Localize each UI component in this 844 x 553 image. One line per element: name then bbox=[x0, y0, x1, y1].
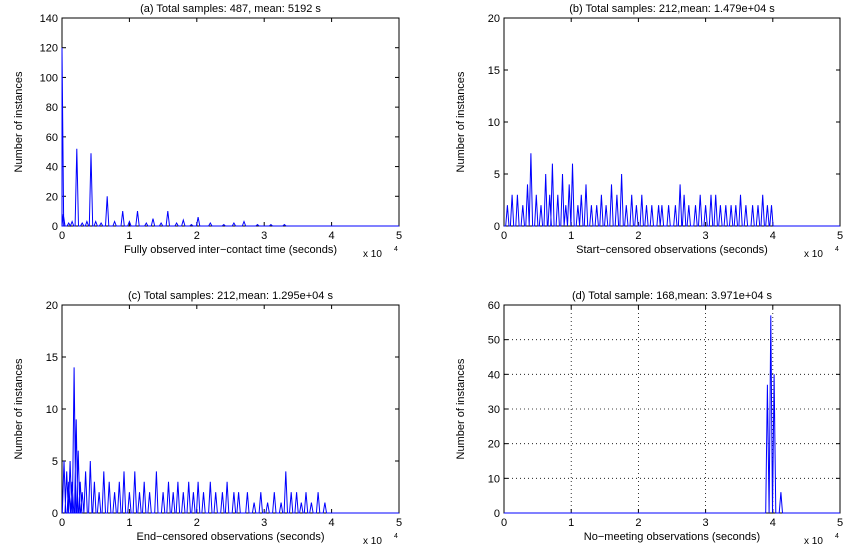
panel-b: 0 1 2 3 4 5 0 5 10 15 20 (b) Total samples: 212,me… bbox=[455, 3, 843, 260]
panel-a: 0 1 2 3 4 5 0 20 40 60 80 100 120 140 (a) Total sampl… bbox=[13, 3, 402, 260]
tick-labels: 0 1 2 3 4 5 0 20 40 60 80 100 120 140 bbox=[40, 13, 402, 242]
y-tick-label: 10 bbox=[488, 473, 500, 485]
y-tick-label: 60 bbox=[46, 132, 58, 144]
x-multiplier-exponent: 4 bbox=[394, 246, 398, 253]
x-tick-label: 3 bbox=[261, 517, 267, 529]
x-tick-label: 4 bbox=[329, 517, 335, 529]
y-tick-label: 20 bbox=[488, 13, 500, 25]
y-tick-label: 140 bbox=[40, 13, 58, 25]
x-tick-label: 0 bbox=[59, 517, 65, 529]
x-axis-label: End−censored observations (seconds) bbox=[136, 531, 324, 543]
x-tick-label: 2 bbox=[635, 230, 641, 242]
x-tick-label: 0 bbox=[59, 230, 65, 242]
y-tick-label: 20 bbox=[46, 300, 58, 312]
y-tick-label: 60 bbox=[488, 300, 500, 312]
y-tick-label: 40 bbox=[488, 369, 500, 381]
x-tick-label: 3 bbox=[703, 517, 709, 529]
series-line bbox=[61, 367, 399, 514]
tick-labels: 0 1 2 3 4 5 0 5 10 15 20 bbox=[46, 300, 402, 529]
x-tick-label: 0 bbox=[501, 517, 507, 529]
chart-title: (d) Total sample: 168,mean: 3.971e+04 s bbox=[572, 290, 773, 302]
series-line bbox=[61, 47, 399, 228]
chart-title: (c) Total samples: 212,mean: 1.295e+04 s bbox=[128, 290, 333, 302]
y-tick-label: 10 bbox=[488, 117, 500, 129]
y-tick-label: 10 bbox=[46, 404, 58, 416]
y-tick-label: 80 bbox=[46, 102, 58, 114]
y-tick-label: 5 bbox=[52, 456, 58, 468]
x-tick-label: 5 bbox=[837, 230, 843, 242]
y-axis-label: Number of instances bbox=[13, 71, 25, 172]
y-tick-label: 0 bbox=[52, 508, 58, 520]
series-line bbox=[504, 315, 840, 514]
y-tick-label: 15 bbox=[488, 65, 500, 77]
x-multiplier-exponent: 4 bbox=[835, 246, 839, 253]
x-multiplier: x 10 bbox=[804, 536, 823, 547]
y-tick-label: 20 bbox=[46, 191, 58, 203]
x-multiplier-exponent: 4 bbox=[394, 533, 398, 540]
y-tick-label: 0 bbox=[494, 221, 500, 233]
x-axis-label: No−meeting observations (seconds) bbox=[584, 531, 760, 543]
chart-title: (b) Total samples: 212,mean: 1.479e+04 s bbox=[569, 3, 775, 15]
x-tick-label: 3 bbox=[261, 230, 267, 242]
tick-labels: 0 1 2 3 4 5 0 5 10 15 20 bbox=[488, 13, 843, 242]
y-tick-label: 0 bbox=[52, 221, 58, 233]
x-tick-label: 2 bbox=[194, 517, 200, 529]
x-tick-label: 4 bbox=[770, 230, 776, 242]
plot-frame bbox=[503, 17, 841, 227]
y-tick-label: 15 bbox=[46, 352, 58, 364]
x-axis-label: Start−censored observations (seconds) bbox=[576, 244, 768, 256]
x-tick-label: 1 bbox=[568, 517, 574, 529]
x-tick-label: 2 bbox=[194, 230, 200, 242]
x-multiplier-exponent: 4 bbox=[835, 533, 839, 540]
x-tick-label: 5 bbox=[396, 230, 402, 242]
x-tick-label: 3 bbox=[703, 230, 709, 242]
x-tick-label: 1 bbox=[126, 517, 132, 529]
y-axis-label: Number of instances bbox=[455, 358, 467, 459]
x-tick-label: 1 bbox=[568, 230, 574, 242]
series-line bbox=[504, 153, 840, 227]
y-axis-label: Number of instances bbox=[455, 71, 467, 172]
x-axis-label: Fully observed inter−contact time (secon… bbox=[124, 244, 337, 256]
y-tick-label: 0 bbox=[494, 508, 500, 520]
y-tick-label: 50 bbox=[488, 335, 500, 347]
chart-title: (a) Total samples: 487, mean: 5192 s bbox=[140, 3, 321, 15]
y-axis-label: Number of instances bbox=[13, 358, 25, 459]
x-multiplier: x 10 bbox=[804, 249, 823, 260]
x-tick-label: 4 bbox=[329, 230, 335, 242]
y-tick-label: 20 bbox=[488, 439, 500, 451]
x-tick-label: 1 bbox=[126, 230, 132, 242]
y-tick-label: 40 bbox=[46, 162, 58, 174]
y-tick-label: 100 bbox=[40, 72, 58, 84]
x-tick-label: 2 bbox=[635, 517, 641, 529]
x-multiplier: x 10 bbox=[363, 536, 382, 547]
panel-c: 0 1 2 3 4 5 0 5 10 15 20 (c) Total samples: 212,me… bbox=[13, 290, 402, 547]
plot-frame bbox=[61, 304, 400, 514]
x-tick-label: 0 bbox=[501, 230, 507, 242]
plot-frame bbox=[61, 17, 400, 227]
x-tick-label: 5 bbox=[396, 517, 402, 529]
y-tick-label: 5 bbox=[494, 169, 500, 181]
x-tick-label: 5 bbox=[837, 517, 843, 529]
grid bbox=[504, 305, 840, 513]
x-tick-label: 4 bbox=[770, 517, 776, 529]
y-tick-label: 120 bbox=[40, 43, 58, 55]
x-multiplier: x 10 bbox=[363, 249, 382, 260]
y-tick-label: 30 bbox=[488, 404, 500, 416]
